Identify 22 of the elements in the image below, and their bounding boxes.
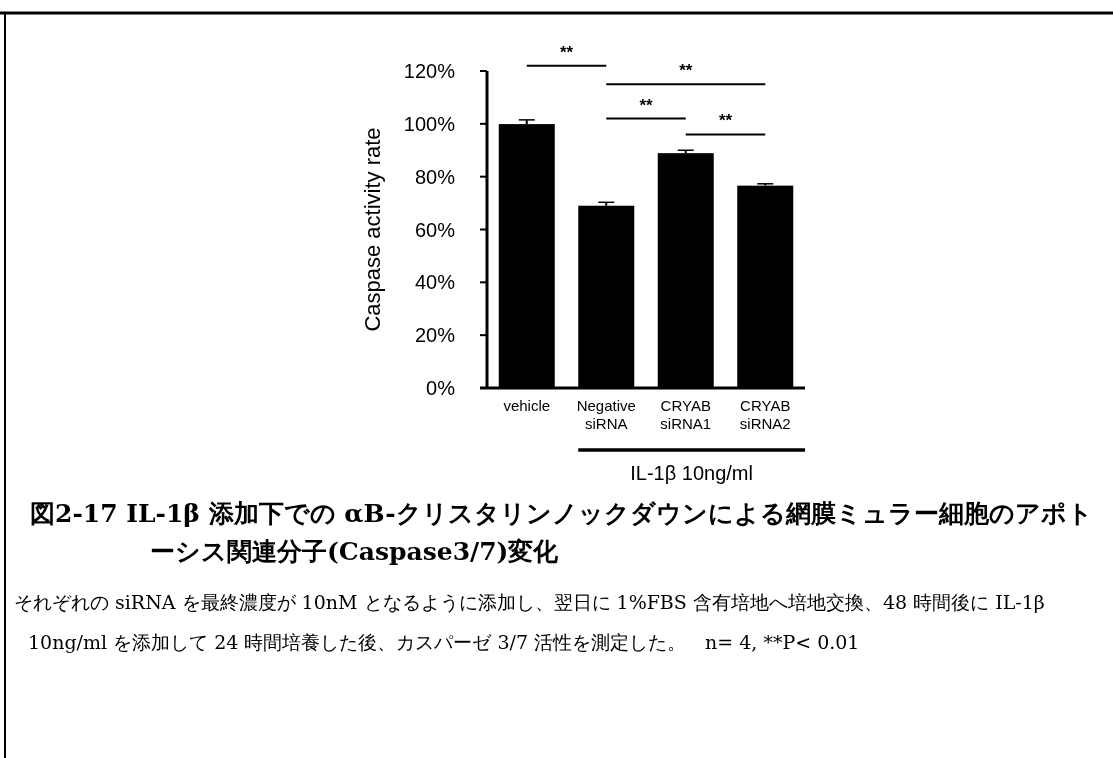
- x-tick-label: Negative siRNA: [576, 397, 636, 432]
- x-tick-label: CRYAB siRNA1: [660, 397, 712, 432]
- annotation: **: [679, 61, 693, 81]
- bracket: **: [605, 61, 767, 86]
- text: それぞれの siRNA を最終濃度が 10nM となるように添加し、翌日に 1%FBS 含有培地へ培地交換、48 時間後に IL-1β 10ng/ml を添加して 24 時間培養した後、カスパーゼ 3/7 活性を測定した。 n= 4, **P< 0.01: [14, 590, 1046, 655]
- annotation: **: [639, 95, 653, 115]
- y-axis-title: Caspase activity rate: [360, 127, 385, 332]
- bracket: **: [605, 95, 687, 120]
- bracket: IL-1β 10ng/ml: [578, 448, 805, 484]
- y-tick-label: 80%: [414, 165, 456, 188]
- y-tick-label: 100%: [403, 112, 456, 135]
- y-tick-label: 0%: [426, 377, 456, 399]
- y-tick-label: 120%: [403, 60, 456, 82]
- x-tick-label: vehicle: [503, 397, 551, 414]
- bracket: **: [684, 111, 767, 136]
- bracket: **: [525, 42, 608, 67]
- y-tick-label: 40%: [414, 271, 456, 294]
- y-tick-label: 20%: [414, 324, 456, 347]
- text: 図2-17 IL-1β 添加下での αB-クリスタリンノックダウンによる網膜ミュラー細胞のアポトーシス関連分子(Caspase3/7)変化: [30, 498, 1094, 568]
- annotation: **: [718, 111, 733, 131]
- x-tick-label: CRYAB siRNA2: [739, 397, 791, 432]
- y-tick-label: 60%: [414, 218, 456, 241]
